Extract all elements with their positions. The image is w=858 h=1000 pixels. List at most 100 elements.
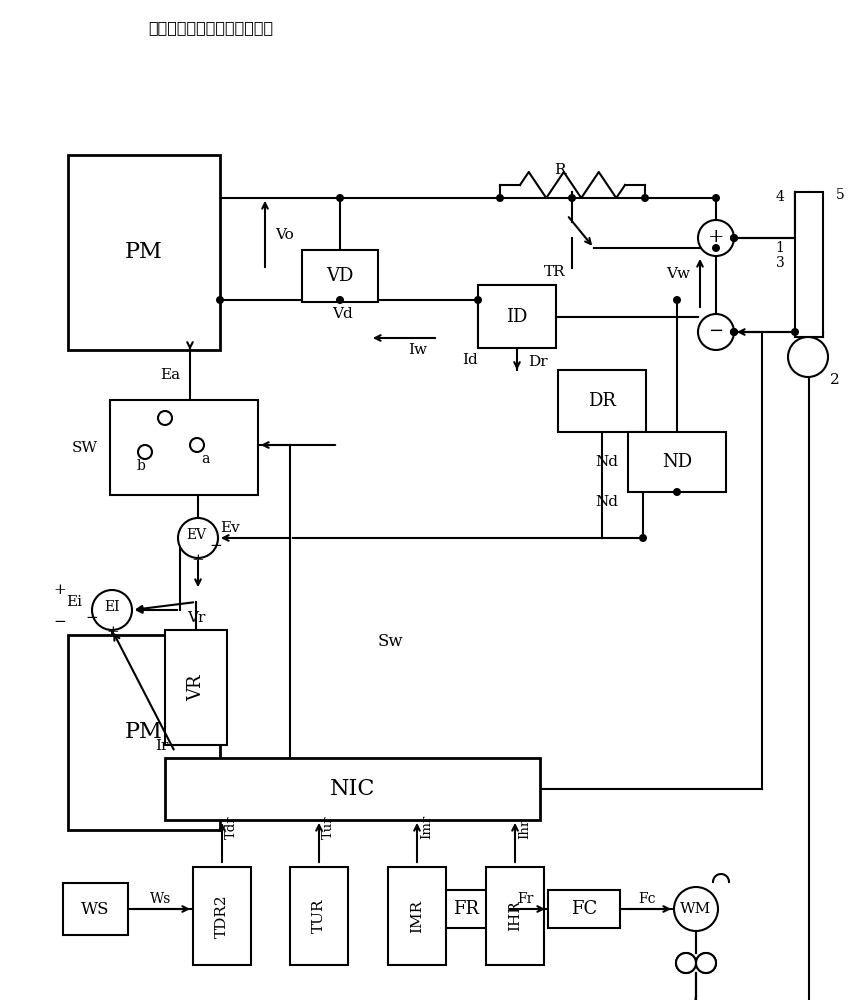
Circle shape: [730, 328, 738, 336]
Circle shape: [673, 296, 681, 304]
Text: FC: FC: [571, 900, 597, 918]
Bar: [478, 285, 556, 348]
Bar: [68, 155, 220, 350]
Circle shape: [673, 488, 681, 496]
Text: 2: 2: [831, 373, 840, 387]
Text: NIC: NIC: [329, 778, 375, 800]
Circle shape: [138, 445, 152, 459]
Circle shape: [639, 534, 647, 542]
Circle shape: [791, 328, 799, 336]
Text: Id: Id: [462, 353, 478, 367]
Text: ND: ND: [662, 453, 692, 471]
Circle shape: [730, 328, 738, 336]
Text: Vr: Vr: [187, 611, 205, 625]
Text: TDR2: TDR2: [215, 894, 229, 938]
Text: R: R: [554, 163, 565, 177]
Circle shape: [336, 194, 344, 202]
Text: ID: ID: [506, 308, 528, 326]
Text: FR: FR: [453, 900, 479, 918]
Bar: [290, 867, 348, 965]
Text: WM: WM: [680, 902, 711, 916]
Text: −: −: [53, 615, 66, 629]
Circle shape: [712, 244, 720, 252]
Text: −: −: [86, 611, 99, 625]
Bar: [165, 630, 227, 745]
Text: Ei: Ei: [66, 595, 82, 609]
Text: Ir: Ir: [155, 739, 168, 753]
Text: Ea: Ea: [160, 368, 180, 382]
Text: Fc: Fc: [638, 892, 656, 906]
Text: VD: VD: [326, 267, 353, 285]
Circle shape: [712, 194, 720, 202]
Circle shape: [568, 194, 576, 202]
Text: Ws: Ws: [150, 892, 172, 906]
Circle shape: [641, 194, 649, 202]
Bar: [548, 890, 620, 928]
Text: SW: SW: [72, 440, 98, 454]
Text: Tdr: Tdr: [225, 815, 238, 839]
Circle shape: [698, 314, 734, 350]
Circle shape: [190, 438, 204, 452]
Text: PM: PM: [125, 722, 163, 744]
Text: TUR: TUR: [312, 899, 326, 933]
Text: +: +: [106, 625, 119, 639]
Text: Imr: Imr: [420, 815, 433, 839]
Bar: [193, 867, 251, 965]
Circle shape: [336, 296, 344, 304]
Text: +: +: [708, 228, 724, 246]
Circle shape: [730, 234, 738, 242]
Text: Fr: Fr: [517, 892, 533, 906]
Text: PM: PM: [125, 241, 163, 263]
Text: IMR: IMR: [410, 899, 424, 933]
Circle shape: [216, 296, 224, 304]
Text: 5: 5: [836, 188, 844, 202]
Circle shape: [698, 220, 734, 256]
Bar: [110, 400, 258, 495]
Text: Vo: Vo: [275, 228, 293, 242]
Text: DR: DR: [588, 392, 616, 410]
Text: WS: WS: [82, 900, 110, 918]
Text: VR: VR: [187, 674, 205, 701]
Circle shape: [676, 953, 696, 973]
Circle shape: [178, 518, 218, 558]
Circle shape: [730, 234, 738, 242]
Circle shape: [676, 953, 696, 973]
Circle shape: [674, 887, 718, 931]
Text: b: b: [136, 459, 146, 473]
Bar: [558, 370, 646, 432]
Text: Iw: Iw: [408, 343, 427, 357]
Circle shape: [696, 953, 716, 973]
Text: Tur: Tur: [322, 815, 335, 839]
Bar: [430, 890, 502, 928]
Text: Ihr: Ihr: [518, 819, 531, 839]
Circle shape: [158, 411, 172, 425]
Circle shape: [474, 296, 482, 304]
Text: EI: EI: [105, 600, 120, 614]
Bar: [388, 867, 446, 965]
Bar: [486, 867, 544, 965]
Text: 1: 1: [776, 241, 784, 255]
Bar: [628, 432, 726, 492]
Text: EV: EV: [186, 528, 206, 542]
Bar: [63, 883, 128, 935]
Circle shape: [788, 337, 828, 377]
Bar: [165, 758, 540, 820]
Text: −: −: [709, 322, 723, 340]
Bar: [68, 635, 220, 830]
Text: Vw: Vw: [666, 267, 690, 281]
Circle shape: [696, 953, 716, 973]
Text: Nd: Nd: [595, 495, 618, 509]
Text: −: −: [209, 539, 222, 553]
Bar: [302, 250, 378, 302]
Text: Dr: Dr: [529, 355, 548, 369]
Text: 3: 3: [776, 256, 784, 270]
Text: Nd: Nd: [595, 455, 618, 469]
Text: TR: TR: [544, 265, 565, 279]
Text: Vd: Vd: [332, 307, 353, 321]
Text: Sw: Sw: [378, 634, 402, 650]
Text: Ev: Ev: [220, 521, 239, 535]
Text: a: a: [201, 452, 209, 466]
Text: 4: 4: [776, 190, 784, 204]
Text: +: +: [191, 553, 204, 567]
Text: 第一实施方式（对图５変形）: 第一实施方式（对图５変形）: [148, 20, 273, 35]
